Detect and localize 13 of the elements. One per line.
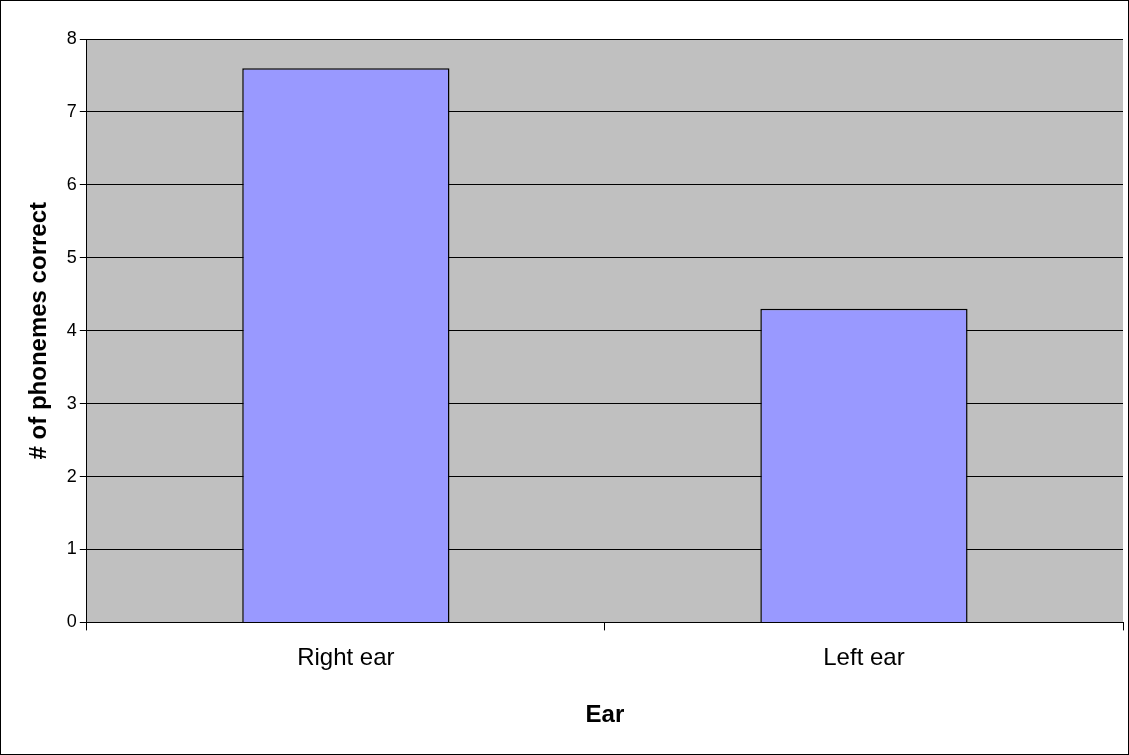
x-axis-title: Ear	[585, 700, 625, 728]
y-tick-label: 0	[66, 611, 77, 632]
y-tick-label: 3	[66, 392, 77, 413]
y-tick-label: 2	[66, 465, 77, 486]
x-tick-label: Right ear	[297, 643, 395, 671]
y-tick-label: 5	[66, 246, 77, 267]
y-tick-label: 4	[66, 319, 77, 340]
y-tick-label: 7	[66, 100, 77, 121]
y-axis-title: # of phonemes correct	[24, 201, 52, 460]
x-tick-label: Left ear	[823, 643, 905, 671]
y-tick-label: 1	[66, 538, 77, 559]
y-tick-label: 6	[66, 173, 77, 194]
y-tick-label: 8	[66, 27, 77, 48]
